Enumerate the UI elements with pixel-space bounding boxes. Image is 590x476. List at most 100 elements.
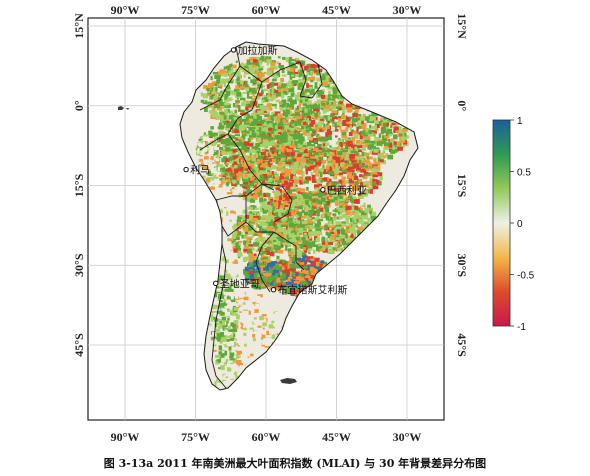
mlai-pixel <box>303 111 308 117</box>
mlai-pixel <box>225 120 229 123</box>
mlai-pixel <box>274 130 279 135</box>
mlai-pixel <box>281 103 286 108</box>
mlai-pixel <box>353 134 358 139</box>
mlai-pixel <box>213 140 216 144</box>
mlai-pixel <box>273 82 278 86</box>
mlai-pixel <box>329 153 335 157</box>
mlai-pixel <box>322 127 326 132</box>
mlai-pixel <box>365 180 371 185</box>
mlai-pixel <box>323 115 330 119</box>
mlai-pixel <box>367 186 374 189</box>
mlai-pixel <box>370 115 376 121</box>
mlai-pixel <box>275 147 282 151</box>
mlai-pixel <box>268 213 271 216</box>
mlai-pixel <box>360 208 363 211</box>
mlai-pixel <box>288 182 293 187</box>
mlai-pixel <box>322 143 326 147</box>
mlai-pixel <box>305 129 310 133</box>
mlai-pixel <box>234 206 237 212</box>
mlai-pixel <box>362 127 367 132</box>
mlai-pixel <box>302 145 307 147</box>
mlai-pixel <box>219 83 223 86</box>
mlai-pixel <box>221 208 227 212</box>
mlai-pixel <box>328 135 332 138</box>
mlai-pixel <box>224 95 229 100</box>
mlai-pixel <box>220 70 225 74</box>
mlai-pixel <box>280 93 285 99</box>
mlai-pixel <box>226 225 230 230</box>
mlai-pixel <box>218 127 224 130</box>
mlai-pixel <box>267 102 271 105</box>
mlai-pixel <box>203 136 207 140</box>
mlai-pixel <box>284 173 289 178</box>
mlai-pixel <box>306 72 310 75</box>
mlai-pixel <box>389 140 392 144</box>
mlai-pixel <box>268 167 273 171</box>
mlai-pixel <box>339 125 342 130</box>
mlai-pixel <box>294 57 300 63</box>
mlai-pixel <box>316 90 323 95</box>
mlai-pixel <box>204 146 210 149</box>
mlai-pixel <box>276 130 282 134</box>
mlai-pixel <box>282 190 287 194</box>
mlai-pixel <box>308 229 313 232</box>
mlai-pixel <box>221 122 224 126</box>
mlai-pixel <box>213 196 219 200</box>
mlai-pixel <box>401 136 405 142</box>
mlai-pixel <box>274 142 277 148</box>
mlai-pixel <box>258 65 264 69</box>
mlai-pixel <box>295 134 300 137</box>
mlai-pixel <box>311 180 317 183</box>
mlai-pixel <box>349 116 352 120</box>
mlai-pixel <box>307 95 311 99</box>
mlai-pixel <box>247 195 251 200</box>
mlai-pixel <box>354 146 359 151</box>
mlai-pixel <box>241 163 247 167</box>
mlai-pixel <box>235 138 239 143</box>
mlai-pixel <box>232 178 239 182</box>
mlai-pixel <box>307 218 313 224</box>
mlai-pixel <box>344 144 348 150</box>
mlai-pixel <box>328 137 332 141</box>
mlai-pixel <box>243 241 246 244</box>
mlai-pixel <box>214 145 217 151</box>
mlai-pixel <box>348 222 352 226</box>
mlai-pixel <box>352 115 355 120</box>
mlai-pixel <box>228 216 231 220</box>
mlai-pixel <box>314 126 319 130</box>
mlai-pixel <box>272 228 276 232</box>
mlai-pixel <box>237 149 242 155</box>
mlai-pixel <box>253 87 257 92</box>
mlai-pixel <box>341 176 347 180</box>
mlai-pixel <box>287 82 292 88</box>
mlai-pixel <box>229 173 232 176</box>
mlai-pixel <box>365 130 369 134</box>
mlai-pixel <box>305 159 312 164</box>
mlai-pixel <box>335 128 339 132</box>
mlai-pixel <box>282 90 288 95</box>
mlai-pixel <box>255 121 261 124</box>
mlai-pixel <box>285 146 289 150</box>
mlai-pixel <box>327 94 334 97</box>
mlai-pixel <box>214 75 220 79</box>
mlai-pixel <box>209 135 213 140</box>
mlai-pixel <box>292 176 298 180</box>
mlai-pixel <box>216 149 219 155</box>
mlai-pixel <box>339 107 342 111</box>
mlai-pixel <box>281 89 285 92</box>
mlai-pixel <box>299 150 304 153</box>
mlai-pixel <box>295 112 301 116</box>
mlai-pixel <box>349 154 356 159</box>
mlai-pixel <box>312 244 319 248</box>
mlai-pixel <box>362 162 368 166</box>
mlai-pixel <box>318 127 324 133</box>
mlai-pixel <box>306 120 312 123</box>
mlai-pixel <box>253 89 257 94</box>
mlai-pixel <box>340 142 343 148</box>
mlai-pixel <box>307 152 312 155</box>
mlai-pixel <box>268 83 271 86</box>
mlai-pixel <box>314 69 317 73</box>
mlai-pixel <box>256 131 260 135</box>
mlai-pixel <box>378 133 382 138</box>
mlai-pixel <box>325 72 330 76</box>
